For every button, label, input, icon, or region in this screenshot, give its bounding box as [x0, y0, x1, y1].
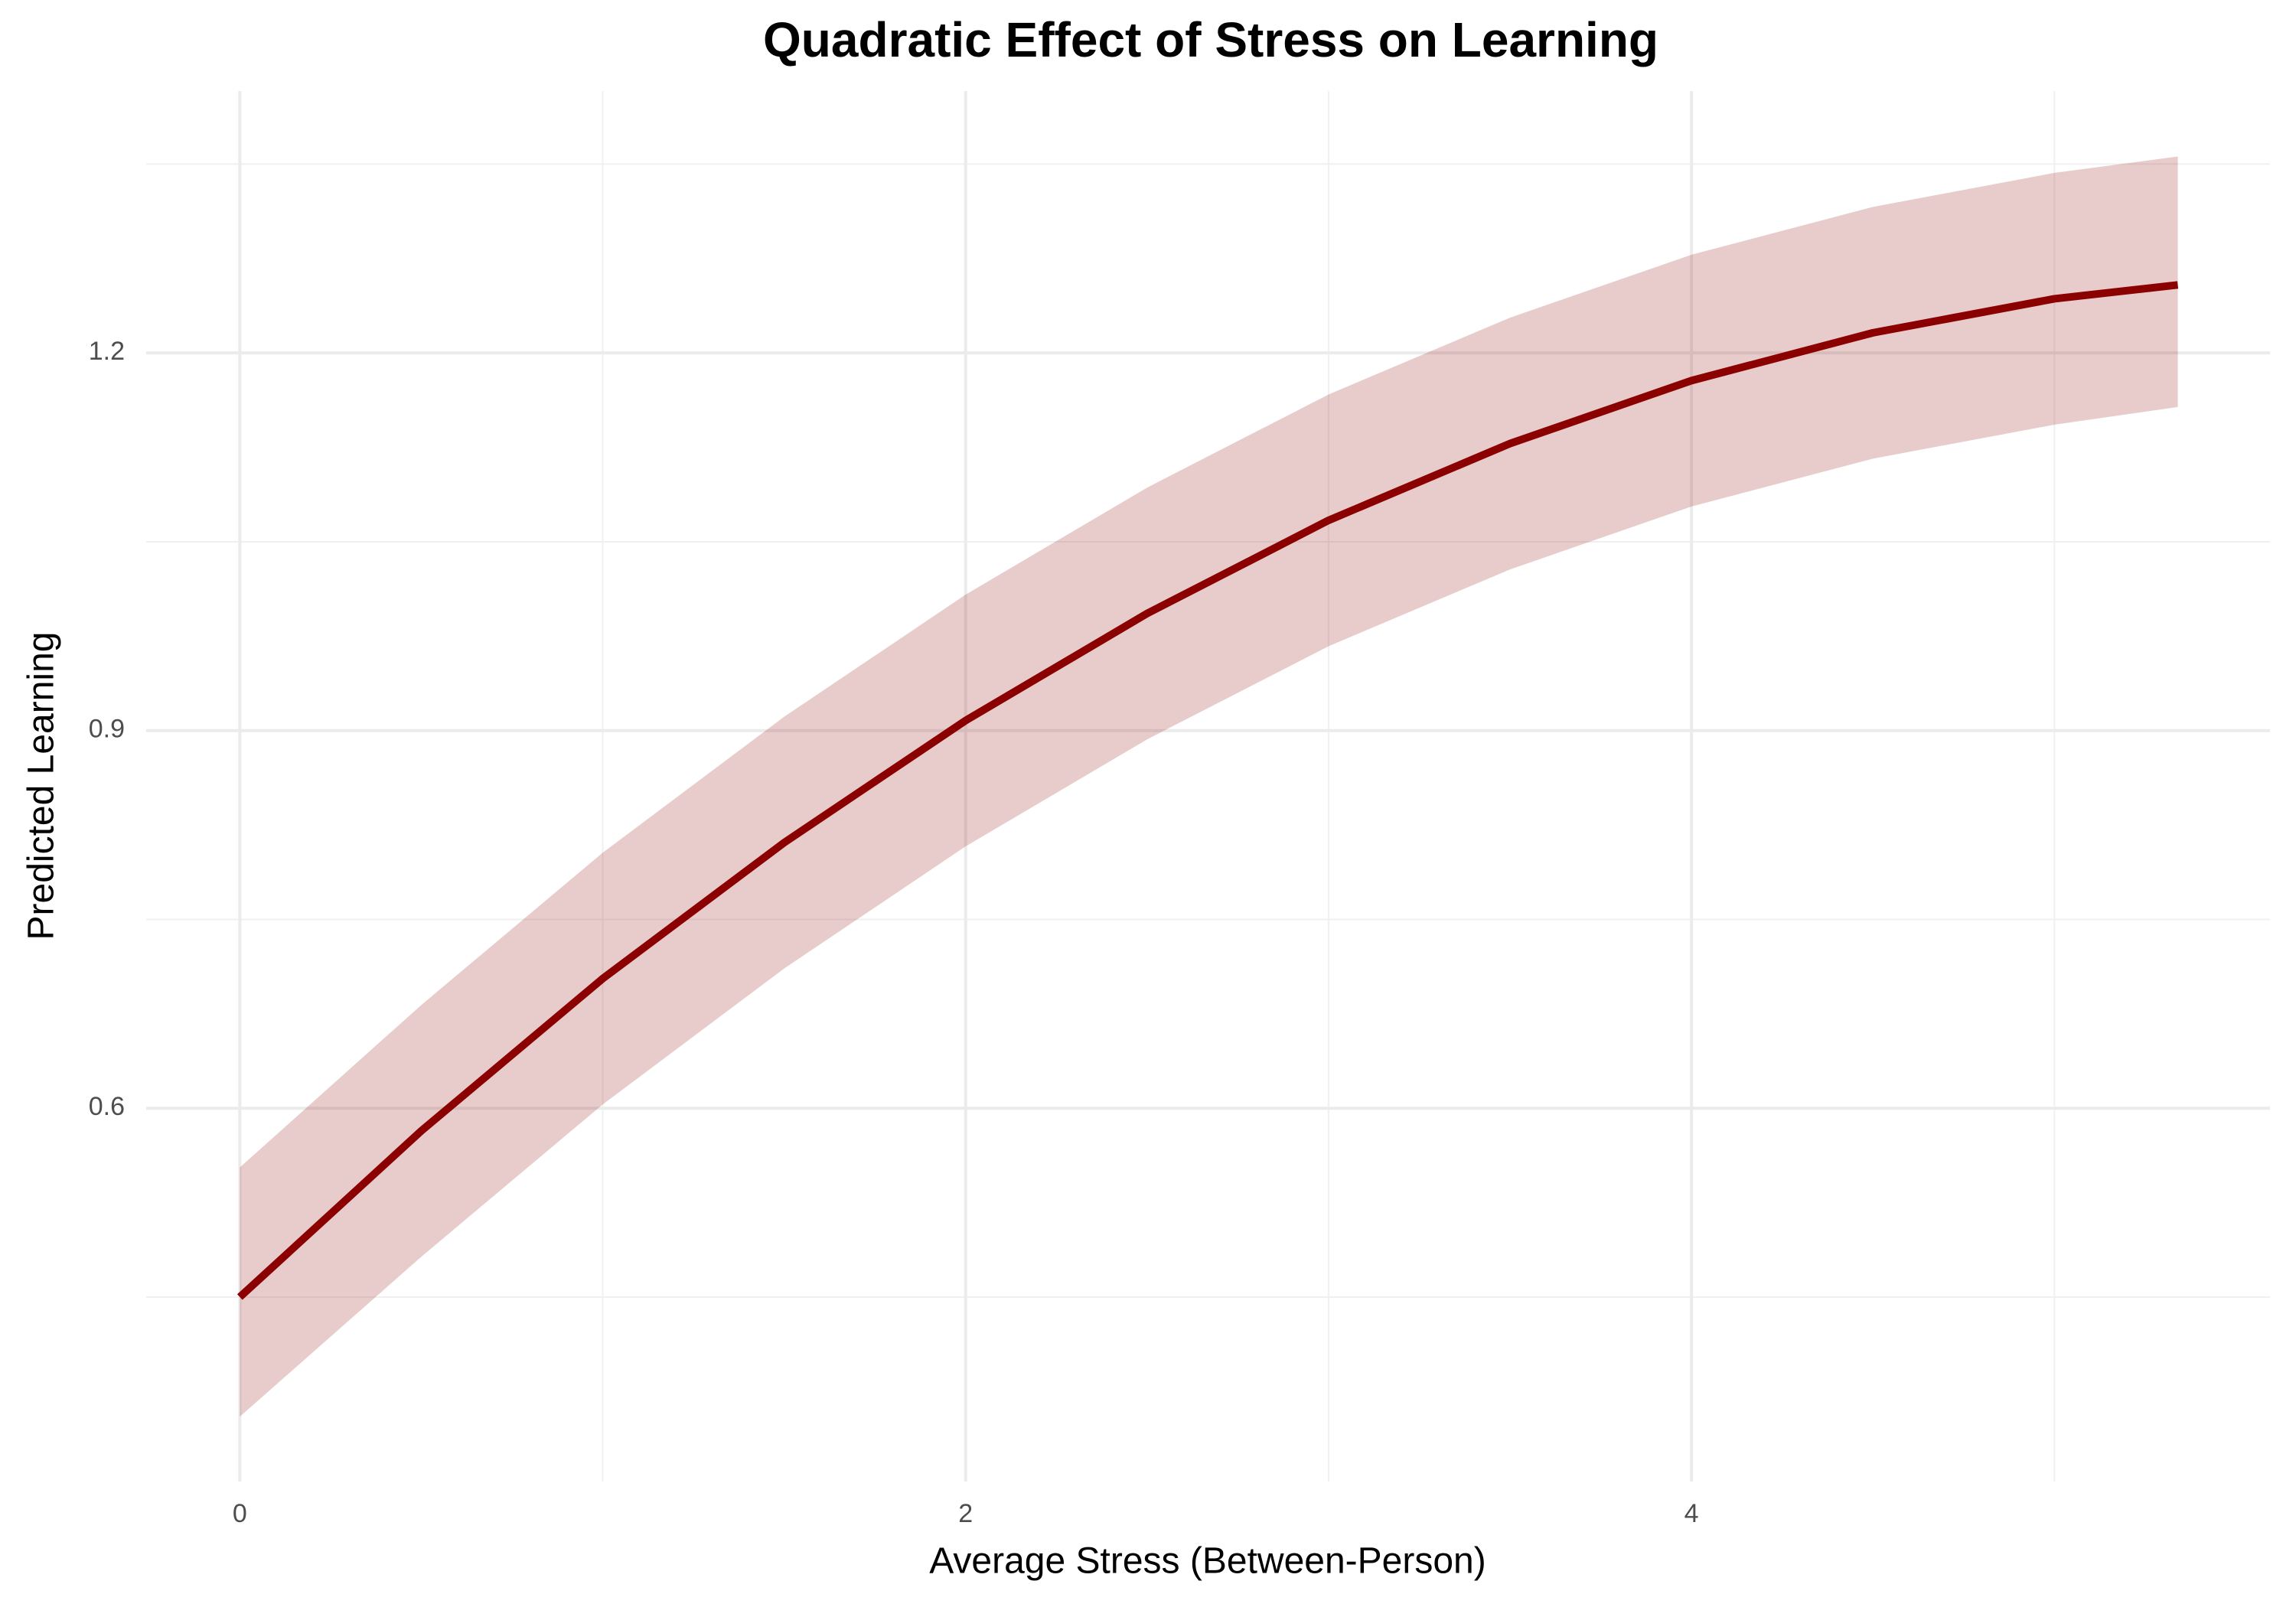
y-tick-label: 0.9 [89, 715, 125, 744]
y-axis-title: Predicted Learning [21, 632, 62, 940]
chart-title: Quadratic Effect of Stress on Learning [763, 12, 1658, 67]
x-axis-title: Average Stress (Between-Person) [929, 1541, 1486, 1582]
plot-marks [236, 156, 2179, 1417]
fit-line [236, 281, 2179, 1300]
y-tick-label: 1.2 [89, 337, 125, 366]
y-tick-label: 0.6 [89, 1092, 125, 1121]
x-tick-label: 2 [958, 1499, 973, 1528]
x-tick-label: 4 [1684, 1499, 1699, 1528]
x-tick-label: 0 [233, 1499, 247, 1528]
confidence-band [240, 156, 2178, 1417]
grid [146, 91, 2270, 1482]
